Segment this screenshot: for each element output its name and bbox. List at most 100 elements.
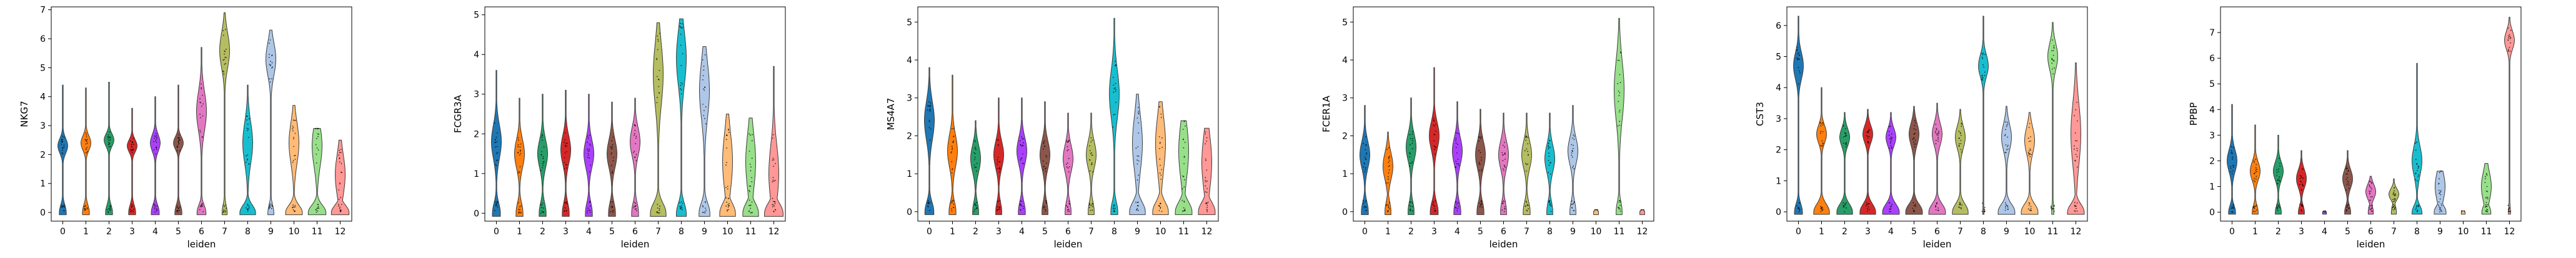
violin-point (1181, 199, 1183, 201)
violin-point (1618, 207, 1620, 209)
violin-point (612, 144, 614, 146)
violin-point (1573, 202, 1575, 203)
violin-point (2485, 202, 2487, 204)
violin-point (1388, 204, 1390, 206)
violin-point (2232, 206, 2234, 208)
violin-point (224, 206, 225, 207)
violin-point (1888, 134, 1890, 136)
violin-point (1183, 147, 1185, 149)
x-tick-label: 11 (1614, 227, 1625, 237)
violin-point (224, 210, 226, 212)
violin-point (1138, 209, 1139, 211)
violin-point (2230, 207, 2232, 209)
violin-point (1481, 170, 1483, 172)
violin-point (154, 135, 156, 137)
violin-point (975, 153, 976, 154)
violin-point (2076, 202, 2078, 204)
violin-point (1409, 156, 1411, 157)
violin-cst3-11 (2047, 22, 2058, 215)
violin-point (2052, 39, 2053, 41)
violin-point (1961, 208, 1962, 209)
violin-point (2394, 201, 2395, 202)
violin-point (1938, 132, 1939, 134)
violin-point (2392, 204, 2394, 206)
violin-point (1618, 91, 1619, 92)
violin-point (1982, 54, 1984, 56)
violin-point (2256, 169, 2258, 170)
violin-point (749, 191, 750, 192)
violin-point (87, 151, 88, 152)
x-tick-label: 12 (768, 227, 780, 237)
violin-point (2076, 120, 2078, 122)
violin-point (1411, 133, 1413, 135)
violin-point (2347, 177, 2348, 179)
violin-point (1092, 171, 1093, 172)
violin-point (611, 147, 613, 149)
violin-point (1022, 162, 1023, 164)
violin-point (974, 141, 976, 142)
violin-point (1571, 204, 1573, 206)
violin-point (1548, 202, 1550, 204)
violin-point (751, 140, 753, 142)
violin-point (2416, 205, 2417, 207)
violin-point (132, 205, 134, 207)
x-axis-label: leiden (2357, 239, 2385, 250)
violin-point (269, 208, 270, 209)
violin-point (156, 208, 157, 210)
violin-point (2507, 209, 2509, 211)
violin-point (1478, 202, 1480, 204)
violin-point (999, 161, 1000, 162)
violin-point (2253, 206, 2254, 208)
x-axis-label: leiden (1489, 239, 1518, 250)
violin-point (951, 161, 953, 162)
violin-point (542, 134, 543, 136)
violin-point (2074, 148, 2075, 150)
violin-point (725, 187, 727, 189)
violin-point (292, 127, 294, 129)
violin-point (659, 212, 660, 214)
violin-point (635, 206, 636, 207)
violin-point (2370, 187, 2372, 189)
violin-fcgr3a-7 (650, 22, 667, 217)
violin-point (1112, 207, 1114, 209)
violin-point (973, 152, 975, 154)
violin-fcer1a-2 (1405, 97, 1417, 216)
violin-point (612, 156, 614, 158)
violin-point (177, 142, 179, 144)
violin-point (1067, 162, 1068, 164)
violin-point (1526, 164, 1528, 166)
violin-point (1845, 204, 1846, 206)
violin-point (1021, 201, 1023, 202)
violin-point (1363, 202, 1365, 204)
violin-point (2299, 204, 2301, 206)
violin-point (339, 183, 341, 185)
violin-point (293, 138, 294, 140)
violin-point (612, 206, 614, 208)
violin-point (635, 137, 637, 139)
violin-point (316, 154, 317, 155)
violin-point (2076, 150, 2078, 152)
violin-point (517, 139, 519, 141)
violin-point (2302, 177, 2304, 179)
violin-point (1641, 209, 1643, 211)
violin-point (2370, 196, 2372, 197)
violin-point (315, 144, 317, 146)
violin-point (1160, 164, 1161, 166)
violin-point (1067, 149, 1069, 151)
violin-point (772, 197, 773, 199)
x-tick-label: 12 (2071, 227, 2082, 237)
violin-point (1822, 122, 1824, 124)
violin-point (705, 207, 706, 209)
violin-point (1618, 201, 1620, 203)
violin-point (519, 146, 521, 148)
violin-point (133, 144, 135, 146)
violin-point (247, 205, 249, 206)
violin-point (2074, 202, 2076, 204)
violin-point (2004, 134, 2006, 136)
violin-point (1365, 200, 1367, 201)
violin-point (587, 150, 589, 152)
violin-point (2369, 208, 2370, 210)
violin-point (2392, 209, 2394, 211)
violin-point (1136, 163, 1138, 165)
